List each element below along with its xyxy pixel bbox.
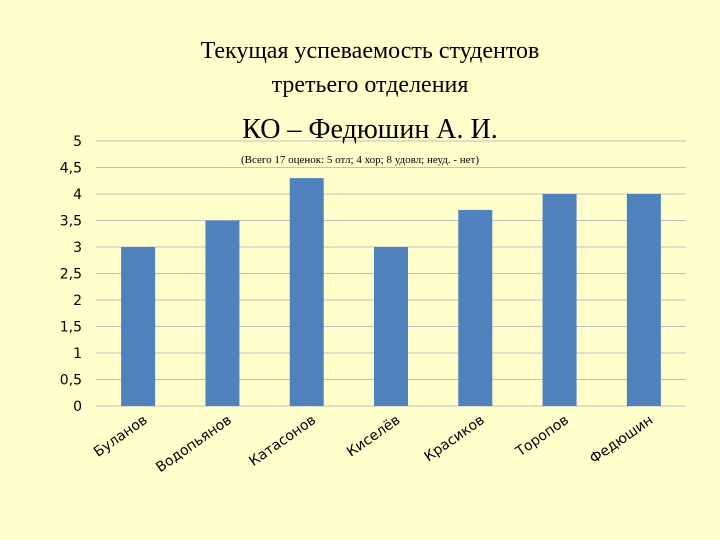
x-tick-label: Федюшин (587, 412, 656, 467)
y-tick-label: 3 (73, 240, 82, 256)
y-tick-label: 5 (73, 134, 82, 150)
y-tick-label: 2,5 (60, 267, 82, 283)
x-tick-label: Красиков (421, 412, 487, 465)
bar (626, 194, 661, 406)
x-tick-label: Торопов (512, 412, 572, 460)
y-tick-label: 2 (73, 293, 82, 309)
bar (374, 247, 408, 406)
x-axis-tick-labels: Буланов Водопьянов Катасонов Киселёв Красико… (91, 412, 656, 476)
chart-subtitle: (Всего 17 оценок: 5 отл; 4 хор; 8 удовл;… (240, 154, 480, 166)
chart-title-line-2: третьего отделения (271, 72, 469, 98)
bar (458, 209, 493, 406)
y-tick-label: 1,5 (60, 320, 82, 336)
x-tick-label: Водопьянов (153, 412, 234, 476)
chart-title-line-3: КО – Федюшин А. И. (242, 114, 498, 145)
bar (289, 178, 324, 406)
x-tick-label: Катасонов (246, 412, 319, 470)
y-tick-label: 0 (73, 399, 82, 415)
bar (205, 220, 240, 406)
y-tick-label: 0,5 (60, 373, 82, 389)
y-axis-tick-labels: 0 0,5 1 1,5 2 2,5 3 3,5 4 4,5 5 (60, 134, 82, 415)
y-tick-label: 1 (73, 346, 82, 362)
bar (121, 247, 156, 406)
chart-title-line-1: Текущая успеваемость студентов (200, 38, 540, 64)
bars (121, 178, 661, 406)
y-tick-label: 3,5 (60, 214, 82, 230)
y-tick-label: 4 (73, 187, 82, 203)
bar (542, 194, 577, 406)
x-tick-label: Буланов (91, 412, 150, 460)
y-tick-label: 4,5 (60, 161, 82, 177)
x-tick-label: Киселёв (344, 412, 403, 460)
